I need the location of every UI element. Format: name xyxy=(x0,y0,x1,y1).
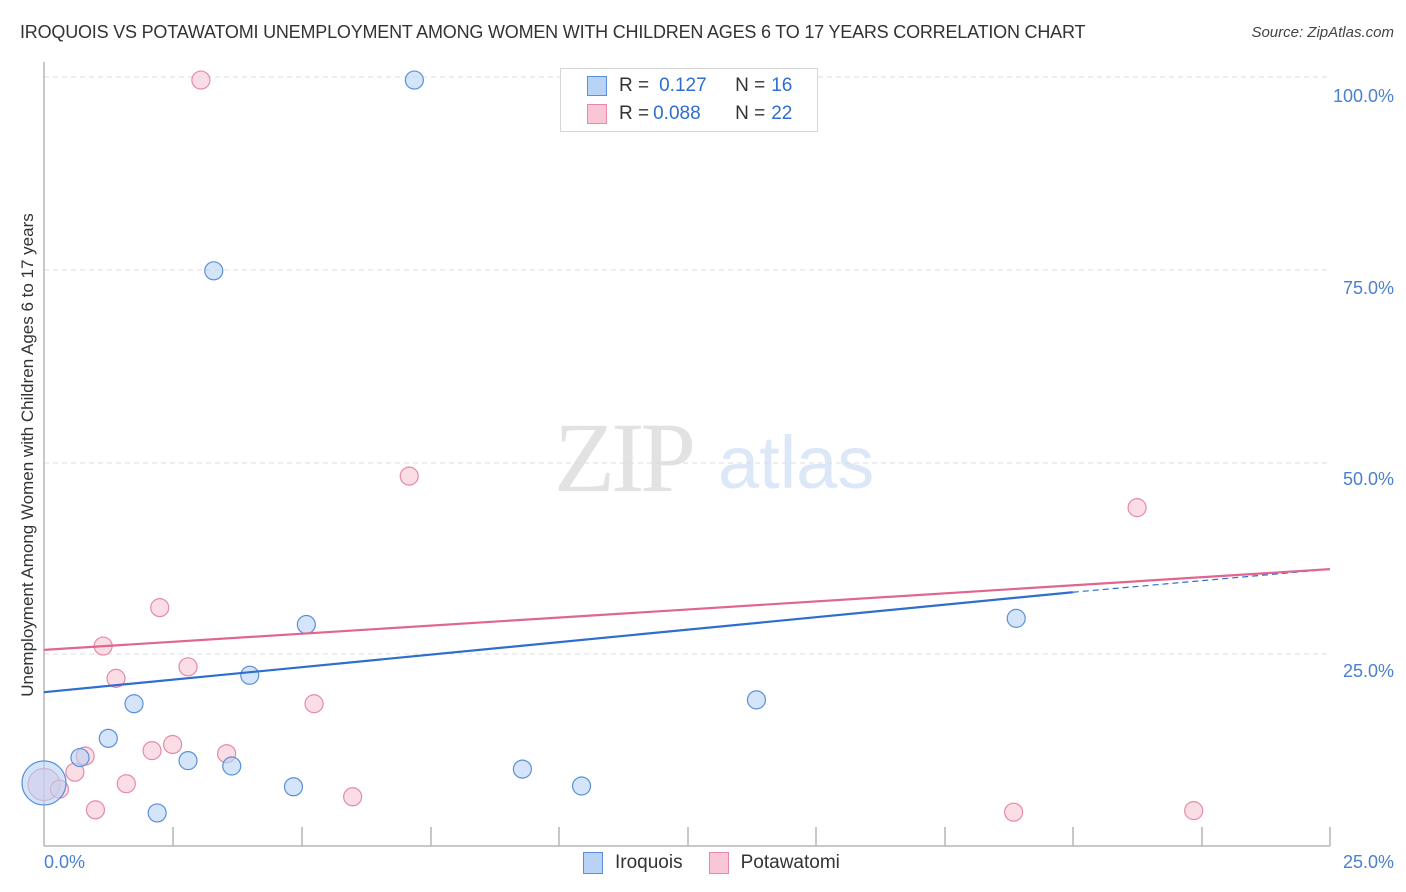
source-credit: Source: ZipAtlas.com xyxy=(1251,24,1394,41)
data-point xyxy=(222,756,242,776)
data-point xyxy=(147,803,167,823)
iroquois-trend-line xyxy=(43,591,1073,694)
data-point xyxy=(178,657,198,677)
data-point xyxy=(512,759,532,779)
legend-label: Iroquois xyxy=(615,852,683,873)
series-legend: Iroquois Potawatomi xyxy=(583,852,866,874)
legend-label: Potawatomi xyxy=(740,852,840,873)
legend-row-iroquois: R = 0.127 N = 16 xyxy=(587,74,792,98)
data-point xyxy=(124,694,144,714)
n-label: N = xyxy=(735,75,766,96)
data-point xyxy=(150,598,170,618)
r-label: R = xyxy=(619,103,650,124)
data-point xyxy=(571,776,592,796)
data-point xyxy=(399,466,419,486)
data-point xyxy=(98,728,118,748)
data-point xyxy=(70,747,90,768)
r-value: 0.088 xyxy=(653,103,701,124)
y-tick-100: 100.0% xyxy=(1332,86,1394,106)
iroquois-swatch-icon xyxy=(587,76,607,96)
data-point xyxy=(106,668,126,688)
potawatomi-swatch-icon xyxy=(587,104,607,124)
data-point xyxy=(1004,802,1024,822)
data-point xyxy=(85,800,106,820)
potawatomi-points xyxy=(27,70,1204,822)
data-point xyxy=(283,777,304,797)
data-point xyxy=(191,70,211,90)
data-point xyxy=(404,70,424,90)
data-point xyxy=(343,787,363,807)
data-point xyxy=(1127,498,1147,518)
data-point xyxy=(142,741,162,761)
data-point xyxy=(296,614,316,635)
iroquois-swatch-icon xyxy=(583,852,603,874)
legend-item-iroquois[interactable]: Iroquois xyxy=(583,852,683,874)
n-value: 16 xyxy=(771,75,793,96)
data-point xyxy=(204,261,224,281)
r-label: R = xyxy=(619,75,650,96)
legend-row-potawatomi: R = 0.088 N = 22 xyxy=(587,102,792,126)
data-point xyxy=(178,751,198,771)
data-point xyxy=(304,694,324,714)
potawatomi-swatch-icon xyxy=(708,852,729,874)
y-axis-label: Unemployment Among Women with Children A… xyxy=(18,213,37,697)
data-point xyxy=(1184,801,1204,821)
x-tick-25: 25.0% xyxy=(1342,852,1394,872)
trend-lines xyxy=(43,568,1331,694)
data-point xyxy=(21,760,67,806)
gridlines xyxy=(44,76,1330,655)
n-label: N = xyxy=(735,103,766,124)
iroquois-trend-extension xyxy=(1072,568,1331,593)
data-point xyxy=(746,690,767,710)
legend-item-potawatomi[interactable]: Potawatomi xyxy=(708,852,840,874)
x-tick-0: 0.0% xyxy=(44,852,86,872)
iroquois-points xyxy=(21,70,1026,823)
y-tick-50: 50.0% xyxy=(1342,469,1394,489)
data-point xyxy=(1006,608,1026,628)
watermark-zip: ZIP xyxy=(554,402,696,513)
potawatomi-trend-line xyxy=(43,568,1331,652)
data-point xyxy=(116,774,136,794)
y-tick-75: 75.0% xyxy=(1342,278,1394,298)
stats-legend: R = 0.127 N = 16 R = 0.088 N = 22 xyxy=(560,68,818,132)
chart-title: IROQUOIS VS POTAWATOMI UNEMPLOYMENT AMON… xyxy=(20,22,1086,42)
r-value: 0.127 xyxy=(659,75,707,96)
n-value: 22 xyxy=(771,103,793,124)
y-tick-25: 25.0% xyxy=(1342,661,1394,681)
axes xyxy=(43,62,1331,847)
data-point xyxy=(163,734,183,755)
data-point xyxy=(240,665,260,685)
